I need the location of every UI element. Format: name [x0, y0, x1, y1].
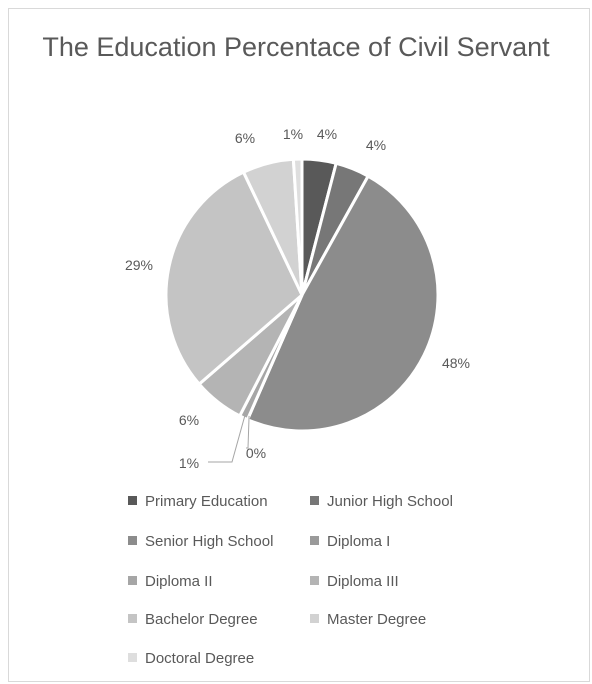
pie-slice-2	[245, 174, 440, 433]
legend-item-5: Diploma III	[310, 573, 399, 593]
legend-item-4: Diploma II	[128, 573, 213, 593]
chart-title: The Education Percentace of Civil Servan…	[42, 32, 550, 62]
legend-item-3: Diploma I	[310, 533, 390, 553]
legend-item-7: Master Degree	[310, 611, 426, 631]
legend-item-2: Senior High School	[128, 533, 273, 553]
legend-item-8: Doctoral Degree	[128, 650, 254, 670]
legend-item-1: Junior High School	[310, 493, 453, 513]
legend-swatch-6	[128, 614, 137, 623]
legend-swatch-0	[128, 496, 137, 505]
legend-label-3: Diploma I	[327, 533, 391, 550]
data-label-2: 48%	[442, 355, 470, 371]
data-label-4: 1%	[179, 455, 199, 471]
legend-swatch-3	[310, 536, 319, 545]
legend-swatch-8	[128, 653, 137, 662]
legend-label-5: Diploma III	[327, 573, 399, 590]
leader-line-3	[246, 415, 250, 449]
legend-label-0: Primary Education	[145, 493, 268, 510]
data-label-0: 4%	[317, 126, 337, 142]
legend-swatch-7	[310, 614, 319, 623]
legend-item-6: Bachelor Degree	[128, 611, 258, 631]
legend-item-0: Primary Education	[128, 493, 268, 513]
data-label-8: 1%	[283, 126, 303, 142]
legend-swatch-1	[310, 496, 319, 505]
data-label-3: 0%	[246, 445, 266, 461]
legend-label-7: Master Degree	[327, 611, 427, 628]
data-label-1: 4%	[366, 137, 386, 153]
leader-line-4	[208, 414, 246, 463]
legend-label-1: Junior High School	[327, 493, 453, 510]
data-label-5: 6%	[179, 412, 199, 428]
legend-label-2: Senior High School	[145, 533, 274, 550]
data-label-7: 6%	[235, 130, 255, 146]
data-label-6: 29%	[125, 257, 153, 273]
pie-slice-8	[291, 157, 304, 297]
legend-label-4: Diploma II	[145, 573, 213, 590]
legend-label-6: Bachelor Degree	[145, 611, 258, 628]
legend-swatch-5	[310, 576, 319, 585]
legend-swatch-2	[128, 536, 137, 545]
legend-swatch-4	[128, 576, 137, 585]
legend-label-8: Doctoral Degree	[145, 650, 255, 667]
